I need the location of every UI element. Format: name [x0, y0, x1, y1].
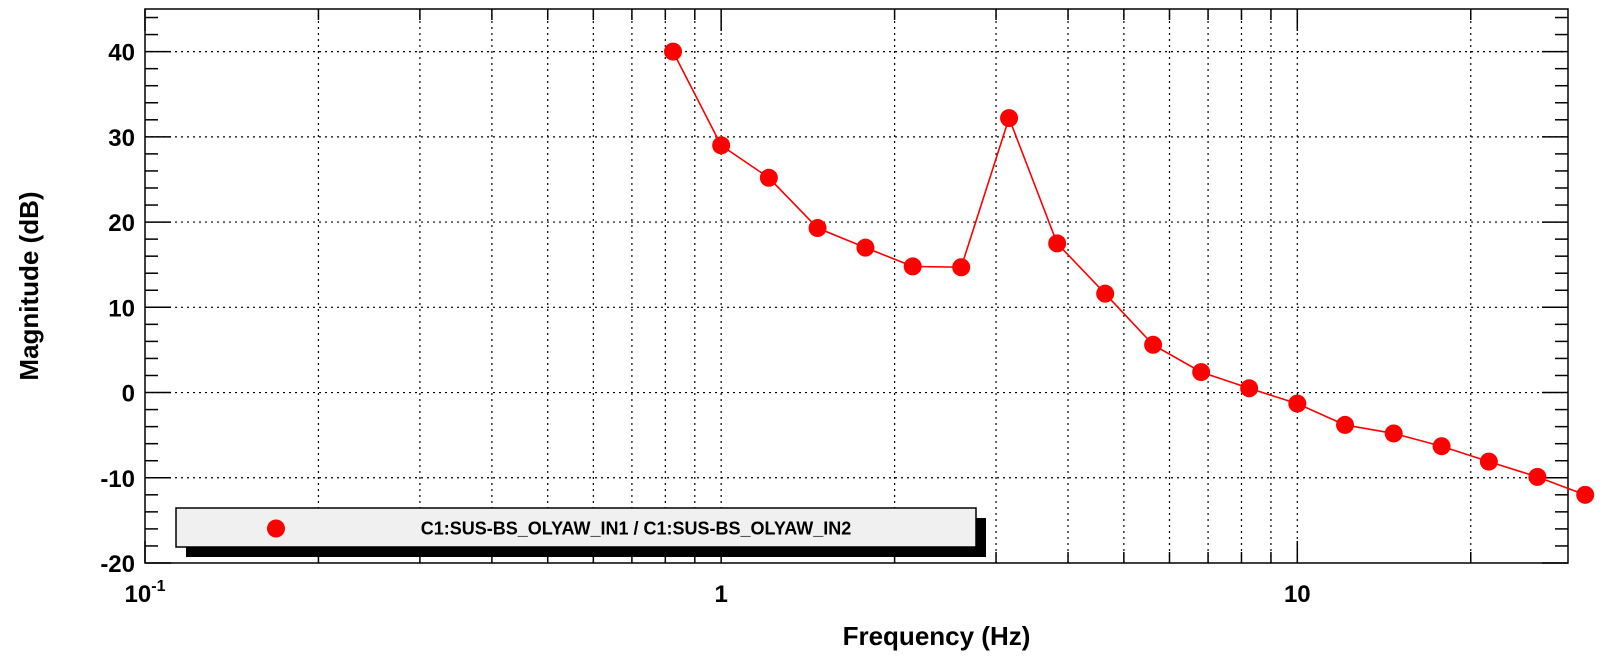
- plot-frame: [144, 8, 1569, 564]
- x-tick-labels: 10-1 1 10: [125, 578, 1311, 608]
- y-tick-label: 20: [108, 210, 135, 237]
- data-point: [952, 258, 971, 277]
- data-point: [1288, 394, 1307, 413]
- data-point: [1479, 452, 1498, 471]
- grid-lines: [145, 9, 1568, 563]
- data-point: [1528, 467, 1547, 486]
- axis-ticks: [144, 9, 1568, 564]
- data-point: [759, 168, 778, 187]
- data-point: [1048, 234, 1067, 253]
- data-point: [1576, 485, 1595, 504]
- y-tick-label: 30: [108, 125, 135, 152]
- y-tick-label: 40: [108, 40, 135, 67]
- x-tick-label: 1: [714, 581, 727, 608]
- data-point: [712, 136, 731, 155]
- x-axis-title: Frequency (Hz): [843, 621, 1031, 651]
- legend-label: C1:SUS-BS_OLYAW_IN1 / C1:SUS-BS_OLYAW_IN…: [421, 519, 851, 539]
- series-line: [672, 51, 1586, 496]
- x-tick-label: 10: [1284, 581, 1311, 608]
- data-point: [1432, 437, 1451, 456]
- data-point: [808, 219, 827, 238]
- data-point: [1144, 335, 1163, 354]
- series-line-group: [664, 42, 1595, 504]
- data-point: [903, 257, 922, 276]
- y-tick-labels: -20 -10 0 10 20 30 40: [100, 40, 135, 578]
- series-group: [664, 42, 1595, 504]
- data-point: [1000, 109, 1019, 128]
- data-point: [664, 42, 683, 61]
- data-point: [1192, 363, 1211, 382]
- y-tick-label: -20: [100, 551, 135, 578]
- y-tick-label: 0: [122, 381, 135, 408]
- y-tick-label: 10: [108, 295, 135, 322]
- data-point: [856, 238, 875, 257]
- legend: C1:SUS-BS_OLYAW_IN1 / C1:SUS-BS_OLYAW_IN…: [175, 507, 986, 557]
- x-tick-label: 10-1: [125, 578, 166, 608]
- data-point: [1240, 379, 1259, 398]
- y-tick-label: -10: [100, 466, 135, 493]
- y-axis-title: Magnitude (dB): [14, 191, 44, 380]
- data-point: [1384, 424, 1403, 443]
- data-point: [1096, 284, 1115, 303]
- legend-box: [175, 507, 977, 548]
- data-point: [1336, 415, 1355, 434]
- legend-marker: [267, 519, 285, 538]
